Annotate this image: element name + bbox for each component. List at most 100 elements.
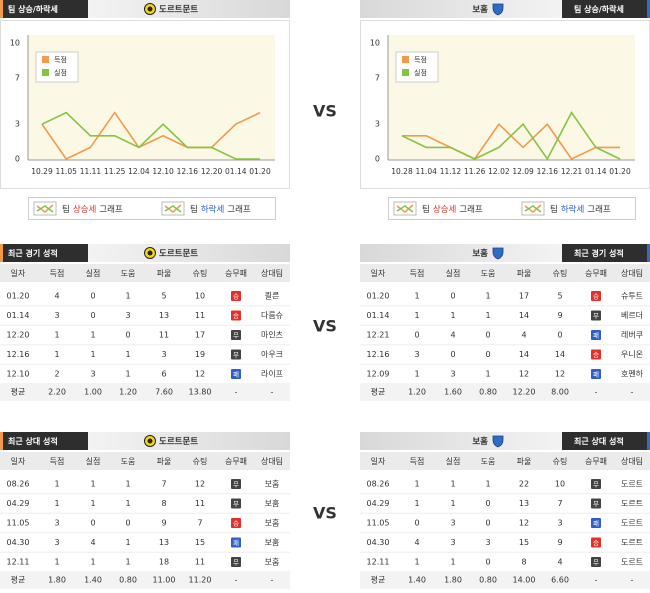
vs-label: VS bbox=[313, 317, 337, 336]
table-cell: 4 bbox=[90, 538, 95, 547]
table-cell: 도르트 bbox=[621, 558, 643, 567]
table-cell: 3 bbox=[450, 538, 455, 547]
table-cell: 1 bbox=[54, 499, 59, 508]
vs-label: VS bbox=[313, 102, 337, 121]
table-cell: 14 bbox=[519, 350, 529, 359]
series-line bbox=[41, 111, 261, 161]
column-header: 승무패 bbox=[585, 268, 607, 278]
table-cell: 12.11 bbox=[367, 558, 390, 567]
graph-legend-prefix: 팀 bbox=[190, 204, 198, 215]
table-cell: 0 bbox=[90, 519, 95, 528]
table-cell: 1 bbox=[450, 311, 455, 320]
legend-swatch bbox=[402, 69, 409, 76]
team-logo bbox=[492, 435, 504, 448]
table-cell: 12.16 bbox=[7, 350, 30, 359]
table-cell: 0 bbox=[485, 558, 490, 567]
table-cell: 0 bbox=[557, 331, 562, 340]
column-header: 파울 bbox=[157, 269, 172, 278]
table-cell: 보훔 bbox=[265, 518, 280, 528]
table-cell: 0 bbox=[125, 331, 130, 340]
average-cell: 1.60 bbox=[444, 388, 462, 397]
header-stripe bbox=[647, 432, 650, 450]
table-cell: 1 bbox=[125, 292, 130, 301]
graph-legend-icon-line bbox=[396, 205, 414, 213]
graph-legend-icon bbox=[161, 201, 185, 216]
table-cell: 8 bbox=[521, 558, 526, 567]
graph-legend-label: 팀 상승세 그래프 bbox=[422, 204, 483, 215]
table-cell: 호펜하 bbox=[621, 369, 644, 379]
result-badge bbox=[591, 369, 601, 379]
table-cell: 1 bbox=[450, 558, 455, 567]
graph-legend-suffix: 그래프 bbox=[587, 205, 611, 215]
table-cell: 2 bbox=[54, 370, 59, 379]
table-cell: 0 bbox=[450, 292, 455, 301]
table-cell: 0 bbox=[414, 519, 419, 528]
table-cell: 1 bbox=[90, 499, 95, 508]
table-cell: 1 bbox=[125, 499, 130, 508]
header-title-box bbox=[0, 432, 88, 450]
table-cell: 1 bbox=[54, 331, 59, 340]
x-tick-label: 12.16 bbox=[177, 167, 199, 176]
team-name: 도르트문트 bbox=[159, 437, 198, 447]
table-cell: 04.29 bbox=[367, 499, 390, 508]
result-label: 패 bbox=[593, 519, 599, 528]
table-cell: 12.20 bbox=[7, 331, 30, 340]
header-title-box bbox=[562, 0, 650, 18]
average-cell: 8.00 bbox=[551, 388, 569, 397]
table-cell: 1 bbox=[125, 480, 130, 489]
column-header: 승무패 bbox=[225, 268, 247, 278]
table-cell: 12 bbox=[519, 370, 529, 379]
average-row bbox=[360, 383, 650, 401]
result-badge bbox=[591, 291, 601, 301]
table-cell: 1 bbox=[414, 480, 419, 489]
series-line bbox=[401, 111, 621, 161]
column-header: 도움 bbox=[481, 269, 496, 278]
graph-legend-highlight: 상승세 bbox=[433, 204, 456, 215]
column-header: 일자 bbox=[11, 457, 26, 466]
result-badge bbox=[591, 349, 601, 360]
table-cell: 11.05 bbox=[367, 519, 390, 528]
table-cell: 01.14 bbox=[7, 311, 30, 320]
table-cell: 5 bbox=[161, 292, 166, 301]
result-label: 무 bbox=[233, 351, 239, 359]
result-badge bbox=[591, 498, 601, 509]
table-header-row bbox=[0, 264, 290, 282]
table-cell: 0 bbox=[90, 311, 95, 320]
column-header: 실점 bbox=[86, 268, 101, 278]
table-cell: 13 bbox=[519, 499, 529, 508]
result-badge bbox=[591, 310, 601, 321]
table-cell: 1 bbox=[125, 558, 130, 567]
x-tick-label: 11.12 bbox=[440, 167, 462, 176]
table-cell: 도르트 bbox=[621, 538, 643, 547]
x-tick-label: 11.05 bbox=[55, 167, 77, 176]
table-cell: 11 bbox=[159, 331, 169, 340]
team-logo-inner bbox=[147, 6, 153, 12]
table-cell: 08.26 bbox=[367, 480, 390, 489]
table-cell: 17 bbox=[195, 331, 205, 340]
column-header: 일자 bbox=[371, 269, 386, 278]
table-cell: 도르트 bbox=[621, 480, 643, 489]
column-header: 실점 bbox=[446, 268, 461, 278]
result-label: 패 bbox=[233, 370, 239, 379]
table-cell: 도르트 bbox=[621, 499, 643, 508]
table-cell: 1 bbox=[485, 311, 490, 320]
legend-box bbox=[395, 51, 439, 83]
table-cell: 5 bbox=[557, 292, 562, 301]
average-cell: 7.60 bbox=[155, 388, 173, 397]
header-title-box bbox=[0, 0, 88, 18]
table-cell: 6 bbox=[161, 370, 166, 379]
table-cell: 라이프 bbox=[261, 369, 283, 379]
table-cell: 4 bbox=[557, 558, 562, 567]
table-cell: 10 bbox=[555, 480, 565, 489]
table-cell: 다름슈 bbox=[261, 311, 283, 320]
table-cell: 01.20 bbox=[7, 292, 30, 301]
table-cell: 슈투트 bbox=[621, 292, 643, 301]
average-cell: 2.20 bbox=[48, 388, 66, 397]
result-badge bbox=[231, 479, 241, 489]
table-cell: 보훔 bbox=[265, 537, 280, 547]
table-cell: 0 bbox=[485, 499, 490, 508]
result-label: 승 bbox=[593, 539, 599, 547]
header-title: 팀 상승/하락세 bbox=[574, 4, 624, 14]
table-cell: 1 bbox=[125, 350, 130, 359]
average-cell: - bbox=[235, 388, 238, 397]
